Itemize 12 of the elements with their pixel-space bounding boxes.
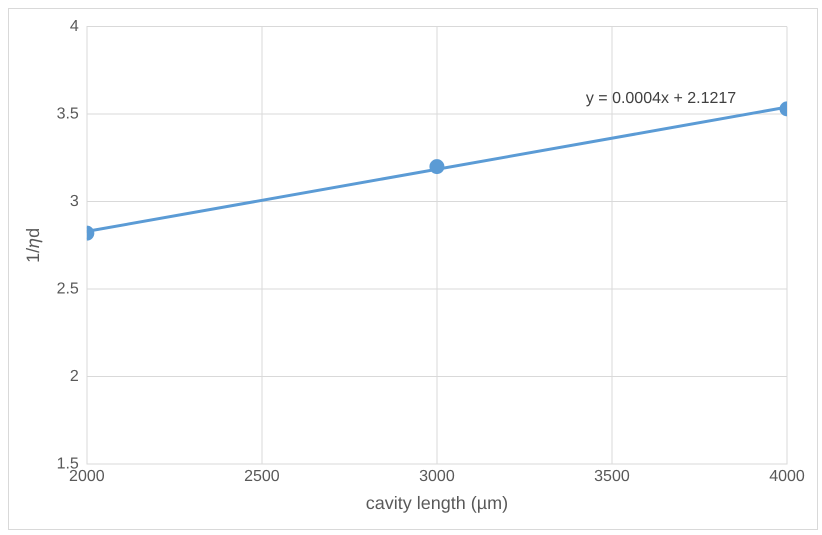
y-tick-label: 3 — [70, 193, 79, 210]
y-tick-label: 3.5 — [56, 106, 79, 123]
x-axis-title: cavity length (µm) — [366, 493, 508, 514]
y-tick-label: 2 — [70, 368, 79, 386]
annotation: y = 0.0004x + 2.1217 — [586, 90, 736, 108]
x-tick-label: 3000 — [419, 468, 455, 486]
y-axis-title: 1/𝜂d — [22, 228, 43, 263]
x-tick-label: 2500 — [244, 468, 280, 486]
x-tick-label: 4000 — [769, 468, 805, 486]
x-tick-label: 3500 — [594, 468, 630, 486]
y-tick-label: 4 — [70, 18, 79, 36]
y-tick-label: 2.5 — [56, 280, 79, 298]
